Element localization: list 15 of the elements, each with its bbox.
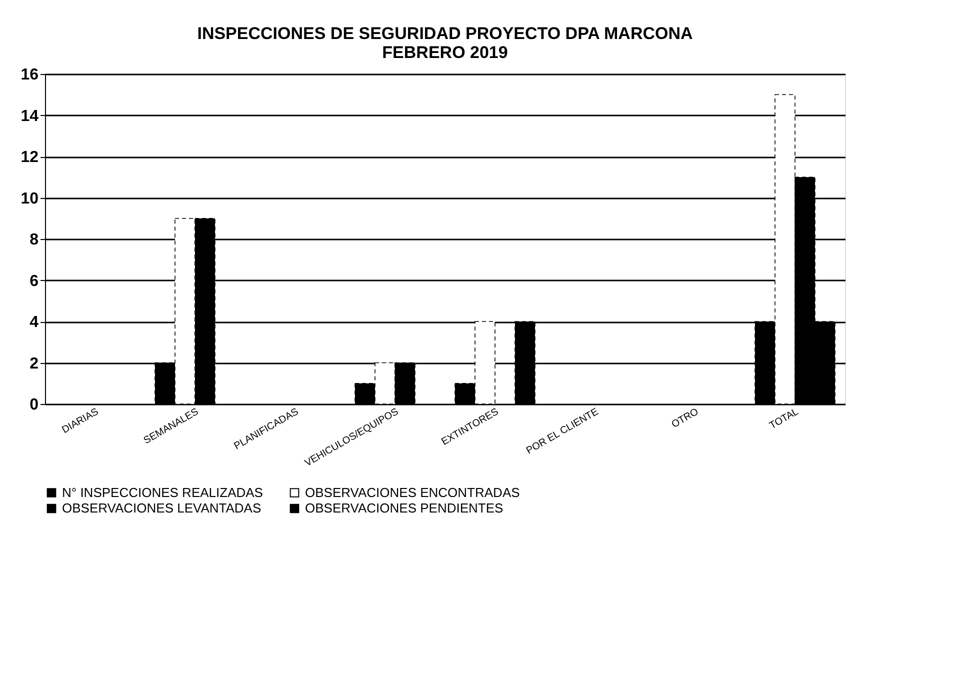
y-tick-label: 4 <box>30 314 39 331</box>
legend-label: OBSERVACIONES PENDIENTES <box>305 500 504 516</box>
legend-label: OBSERVACIONES LEVANTADAS <box>62 500 262 516</box>
y-tick-label: 2 <box>30 355 39 372</box>
y-tick-label: 12 <box>20 149 39 166</box>
y-tick-label: 10 <box>20 190 39 208</box>
y-tick-label: 0 <box>30 396 39 414</box>
legend-label: N° INSPECCIONES REALIZADAS <box>62 484 264 500</box>
text: INSPECCIONES DE SEGURIDAD PROYECTO DPA MARCONA <box>197 24 693 43</box>
y-tick-label: 6 <box>30 272 39 290</box>
y-tick-label: 14 <box>20 108 39 125</box>
y-tick-label: 16 <box>20 66 39 84</box>
text: FEBRERO 2019 <box>382 43 508 62</box>
y-tick-label: 8 <box>30 232 39 248</box>
legend-label: OBSERVACIONES ENCONTRADAS <box>305 484 520 500</box>
